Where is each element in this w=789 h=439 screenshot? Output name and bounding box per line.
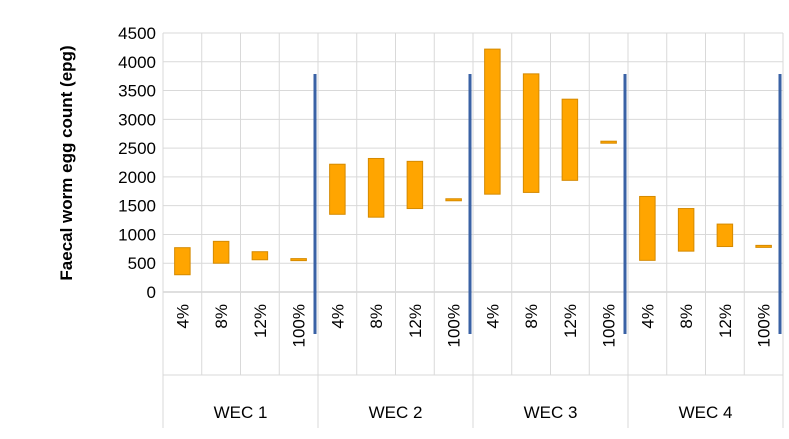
- y-tick-label: 4000: [118, 53, 156, 72]
- y-tick-label: 1500: [118, 197, 156, 216]
- y-tick-label: 3000: [118, 110, 156, 129]
- x-tick-label: 100%: [445, 304, 464, 347]
- y-tick-label: 1000: [118, 225, 156, 244]
- x-tick-label: 8%: [522, 304, 541, 329]
- x-tick-label: 4%: [483, 304, 502, 329]
- separator-layer: [313, 74, 782, 334]
- range-bar: [406, 160, 424, 210]
- range-bar: [755, 244, 772, 248]
- group-label: WEC 4: [679, 403, 733, 422]
- range-bar: [212, 240, 230, 264]
- group-label: WEC 1: [214, 403, 268, 422]
- x-tick-label: 12%: [406, 304, 425, 338]
- group-label: WEC 3: [524, 403, 578, 422]
- range-bar: [290, 258, 307, 262]
- range-bar: [174, 247, 191, 276]
- y-tick-label: 4500: [118, 24, 156, 43]
- y-tick-label: 2500: [118, 139, 156, 158]
- y-tick-label: 2000: [118, 168, 156, 187]
- y-tick-label: 3500: [118, 82, 156, 101]
- range-bar: [445, 198, 462, 202]
- x-tick-label: 8%: [212, 304, 231, 329]
- axis-layer: 0 500 1000 1500 2000 2500 3000 3500 4000 4500 4% 8%…: [118, 24, 773, 422]
- bar-layer: [174, 48, 772, 276]
- x-tick-label: 8%: [677, 304, 696, 329]
- x-tick-label: 100%: [600, 304, 619, 347]
- range-bar: [251, 251, 269, 261]
- x-tick-label: 12%: [561, 304, 580, 338]
- x-tick-label: 4%: [328, 304, 347, 329]
- y-tick-label: 500: [128, 254, 156, 273]
- range-bar: [716, 223, 734, 248]
- x-tick-label: 4%: [638, 304, 657, 329]
- range-bar: [329, 163, 346, 215]
- y-axis-label: Faecal worm egg count (epg): [57, 45, 76, 280]
- grid-layer: [162, 32, 784, 428]
- x-tick-label: 8%: [367, 304, 386, 329]
- y-tick-label: 0: [147, 283, 156, 302]
- range-bar: [677, 208, 695, 252]
- range-bar: [484, 48, 501, 195]
- range-bar: [561, 98, 579, 181]
- x-tick-label: 4%: [173, 304, 192, 329]
- range-bar: [600, 140, 617, 144]
- range-bar: [522, 73, 540, 193]
- x-tick-label: 100%: [290, 304, 309, 347]
- x-tick-label: 12%: [251, 304, 270, 338]
- x-tick-label: 100%: [755, 304, 774, 347]
- x-tick-label: 12%: [716, 304, 735, 338]
- range-bar: [367, 157, 385, 218]
- group-label: WEC 2: [369, 403, 423, 422]
- range-bar: [639, 195, 656, 261]
